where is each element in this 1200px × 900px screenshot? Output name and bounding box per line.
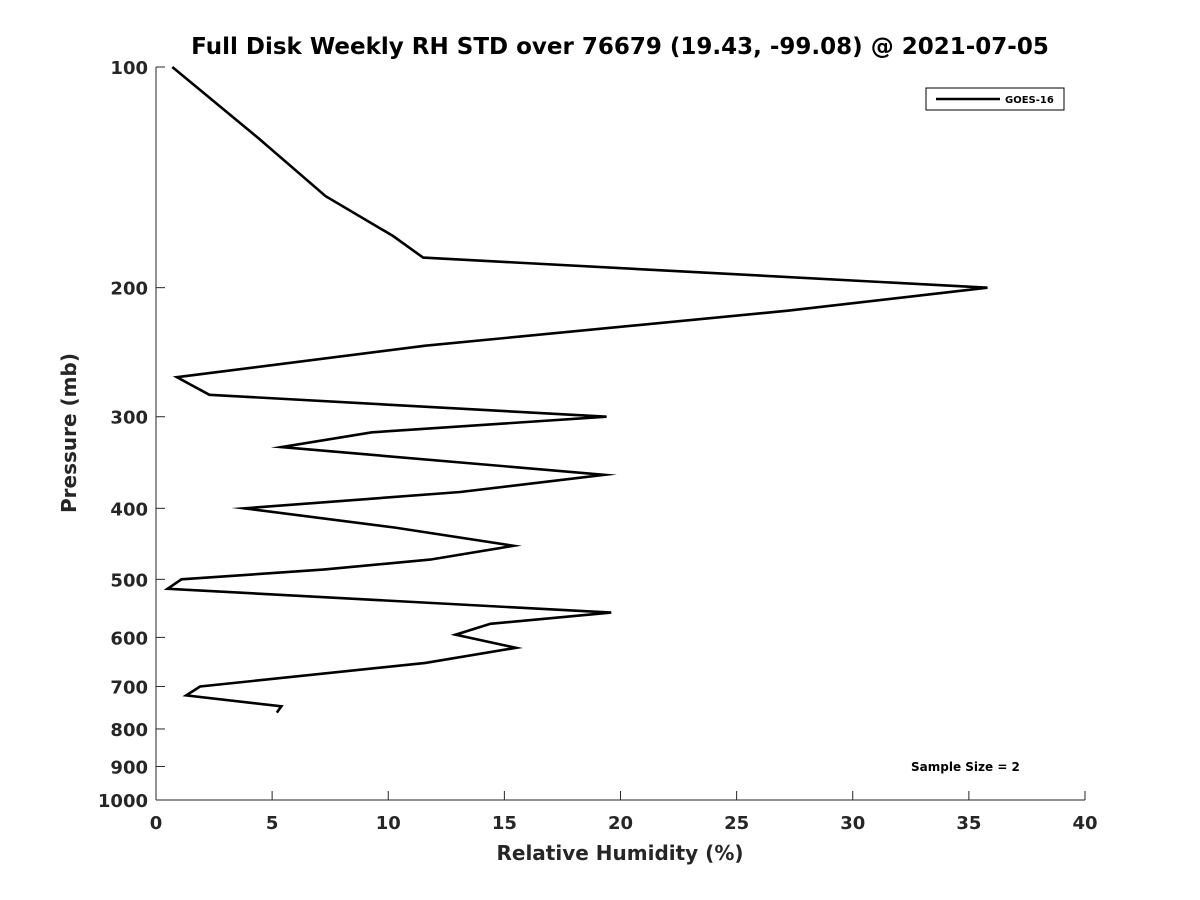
y-tick-label: 100 (110, 58, 148, 79)
y-tick-label: 800 (110, 720, 148, 741)
x-tick-label: 40 (1072, 813, 1097, 834)
y-axis-title: Pressure (mb) (57, 353, 81, 513)
sample-size-annotation: Sample Size = 2 (911, 760, 1020, 774)
x-axis-title: Relative Humidity (%) (496, 841, 743, 865)
y-tick-label: 500 (110, 570, 148, 591)
legend-label-goes-16: GOES-16 (1005, 95, 1054, 106)
x-tick-label: 15 (492, 813, 517, 834)
y-tick-label: 1000 (98, 791, 148, 812)
x-tick-label: 0 (150, 813, 163, 834)
x-tick-label: 10 (376, 813, 401, 834)
axes: 0 5 10 15 20 25 30 35 40 100 200 300 400 500 600 700 800… (98, 58, 1098, 834)
plot-area (156, 67, 1085, 800)
y-tick-label: 400 (110, 499, 148, 520)
y-tick-label: 200 (110, 279, 148, 300)
x-tick-label: 25 (724, 813, 749, 834)
y-tick-label: 600 (110, 628, 148, 649)
legend: GOES-16 (925, 87, 1065, 111)
x-tick-label: 35 (956, 813, 981, 834)
y-tick-label: 300 (110, 408, 148, 429)
x-tick-label: 30 (840, 813, 865, 834)
y-tick-label: 700 (110, 677, 148, 698)
y-tick-label: 900 (110, 757, 148, 778)
chart-title: Full Disk Weekly RH STD over 76679 (19.4… (191, 34, 1049, 60)
series-line-goes-16 (163, 65, 988, 714)
series-layer (163, 65, 988, 714)
x-tick-label: 5 (266, 813, 279, 834)
x-tick-label: 20 (608, 813, 633, 834)
